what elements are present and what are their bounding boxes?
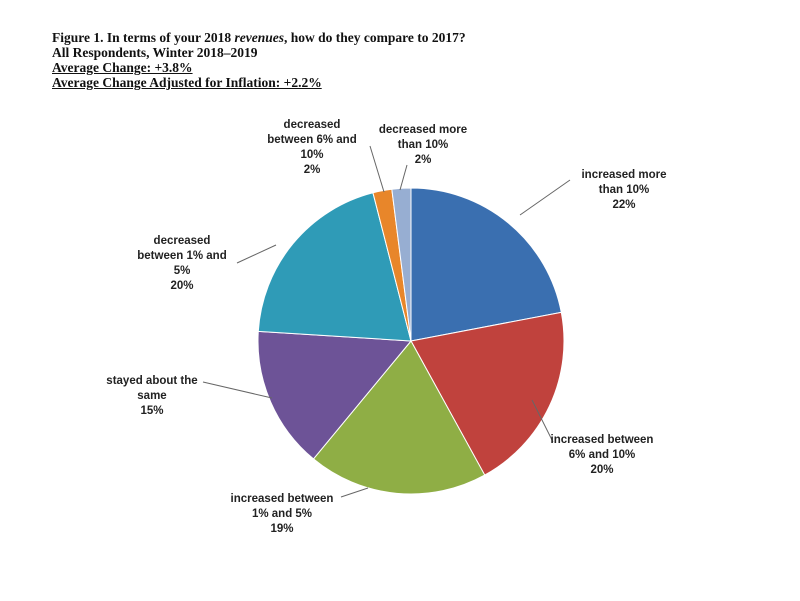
slice-label-4: decreased between 1% and 5% 20% xyxy=(137,235,226,292)
pie-slice-2 xyxy=(312,340,486,495)
leader-line-1 xyxy=(531,399,554,443)
leader-line-2 xyxy=(340,487,369,498)
pie-slice-3 xyxy=(257,330,413,460)
pie-slice-1 xyxy=(410,311,565,476)
chart-header: Figure 1. In terms of your 2018 revenues… xyxy=(52,30,466,90)
slice-label-3: stayed about the same 15% xyxy=(106,375,197,417)
slice-label-0: increased more than 10% 22% xyxy=(581,169,666,211)
slice-label-1: increased between 6% and 10% 20% xyxy=(551,434,654,476)
title-suffix: , how do they compare to 2017? xyxy=(284,30,466,45)
pie-slice-4 xyxy=(257,192,412,342)
chart-subtitle: All Respondents, Winter 2018–2019 xyxy=(52,45,258,60)
slice-label-2: increased between 1% and 5% 19% xyxy=(231,493,334,535)
leader-line-4 xyxy=(236,244,277,264)
title-emphasis: revenues xyxy=(234,30,285,45)
slice-label-5: decreased between 6% and 10% 2% xyxy=(267,119,356,176)
title-prefix: Figure 1. In terms of your 2018 xyxy=(52,30,235,45)
leader-line-6 xyxy=(399,164,408,191)
leader-line-5 xyxy=(369,145,385,193)
average-change-inflation: Average Change Adjusted for Inflation: +… xyxy=(52,75,322,90)
slice-label-6: decreased more than 10% 2% xyxy=(379,124,467,166)
pie-slice-0 xyxy=(410,187,562,342)
average-change: Average Change: +3.8% xyxy=(52,60,193,75)
pie-slice-6 xyxy=(391,187,412,342)
leader-line-3 xyxy=(202,381,273,399)
chart-title: Figure 1. In terms of your 2018 revenues… xyxy=(52,30,466,45)
leader-line-0 xyxy=(519,179,571,216)
